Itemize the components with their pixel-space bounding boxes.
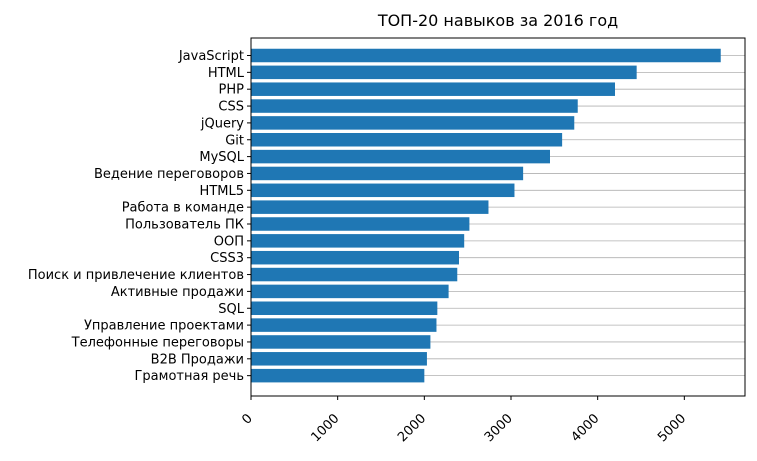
y-tick-label: SQL [218,302,244,317]
x-tick-label: 2000 [395,411,429,445]
bar [251,250,459,265]
y-tick-label: Поиск и привлечение клиентов [28,268,244,283]
bar [251,183,515,198]
bar [251,234,465,248]
y-tick-label: CSS3 [210,251,244,266]
bar [251,352,427,366]
bar [251,368,425,383]
bar [251,217,470,231]
bar [251,149,550,164]
bar [251,200,489,214]
y-tick-label: ООП [214,234,244,249]
plot-frame [250,37,746,397]
bar [251,301,438,315]
bar [251,65,637,80]
y-tick-label: CSS [218,100,244,115]
y-tick-label: MySQL [199,150,244,165]
x-tick-label: 3000 [482,411,516,445]
y-tick-label: Ведение переговоров [94,167,244,182]
bar [251,99,578,113]
bar [251,284,449,299]
y-tick-label: Грамотная речь [135,369,245,384]
x-tick-label: 0 [239,411,255,427]
bar [251,318,437,332]
y-tick-label: PHP [219,83,245,98]
y-tick-label: HTML5 [200,184,244,199]
x-tick-label: 5000 [655,411,689,445]
y-tick-label: B2B Продажи [151,352,244,367]
bar [251,267,458,282]
y-tick-label: Активные продажи [111,285,244,300]
y-tick-label: Работа в команде [122,201,244,216]
y-tick-label: Git [225,133,244,148]
x-tick-label: 1000 [308,411,342,445]
bar [251,116,575,130]
x-ticks: 0 1000 2000 3000 4000 5000 [239,396,689,445]
bar [251,335,431,349]
bar [251,166,524,181]
y-tick-label: Пользователь ПК [125,218,244,233]
y-tick-label: jQuery [200,116,244,131]
bar [251,82,615,96]
y-tick-label: Телефонные переговоры [71,335,244,350]
bar [251,48,721,63]
bars [251,48,721,383]
y-tick-label: JavaScript [178,49,244,64]
bar [251,133,563,147]
y-tick-label: HTML [208,66,245,81]
x-tick-label: 4000 [568,411,602,445]
chart-title: ТОП-20 навыков за 2016 год [377,11,618,30]
y-tick-label: Управление проектами [84,319,244,334]
